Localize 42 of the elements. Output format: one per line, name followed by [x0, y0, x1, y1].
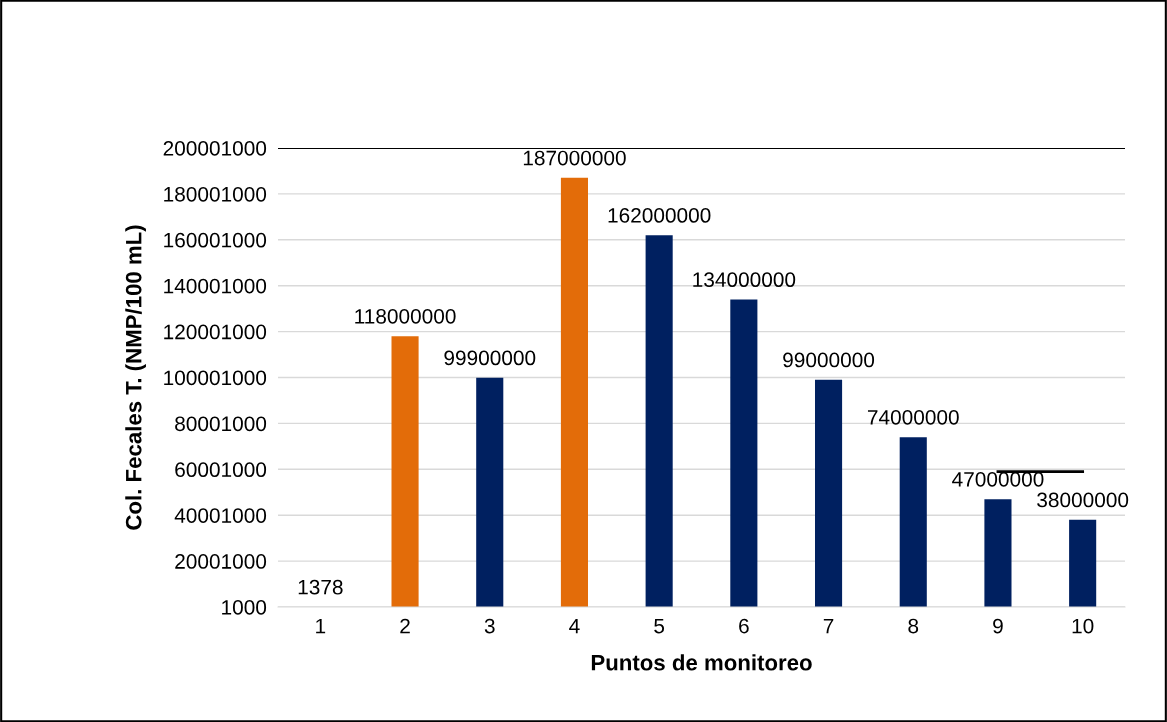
- bar: [560, 177, 588, 607]
- y-tick-label: 180001000: [164, 186, 267, 202]
- x-tick-label: 10: [1072, 618, 1094, 634]
- data-label: 38000000: [1037, 492, 1129, 508]
- data-label: 134000000: [693, 272, 796, 288]
- x-tick-label: 5: [654, 618, 665, 634]
- data-label: 74000000: [867, 409, 959, 425]
- data-label: 118000000: [355, 308, 456, 324]
- y-tick-label: 100001000: [164, 370, 267, 386]
- data-label: 99900000: [444, 350, 536, 366]
- bar: [645, 235, 673, 607]
- x-axis-title: Puntos de monitoreo: [591, 654, 812, 671]
- x-tick-label: 7: [823, 618, 834, 634]
- bar: [815, 379, 843, 607]
- y-axis-title: Col. Fecales T. (NMP/100 mL): [125, 225, 146, 530]
- y-tick-label: 140001000: [164, 278, 267, 294]
- bar: [391, 336, 419, 607]
- data-label: 47000000: [952, 471, 1044, 487]
- y-tick-label: 200001000: [163, 141, 267, 156]
- x-tick-label: 8: [908, 618, 919, 634]
- y-tick-label: 1000: [222, 600, 267, 615]
- x-tick-label: 4: [569, 618, 580, 634]
- y-tick-label: 80001000: [175, 416, 267, 432]
- y-tick-label: 160001000: [164, 232, 267, 248]
- bar: [1069, 519, 1097, 607]
- x-tick-label: 9: [993, 618, 1003, 634]
- data-label: 162000000: [608, 208, 711, 223]
- x-tick-label: 2: [400, 618, 410, 634]
- data-label: 99000000: [783, 352, 875, 368]
- y-tick-label: 40001000: [174, 508, 267, 523]
- bar: [730, 299, 758, 607]
- bar: [984, 499, 1012, 607]
- x-tick-label: 6: [739, 618, 749, 634]
- x-tick-label: 3: [484, 618, 495, 634]
- x-tick-label: 1: [316, 618, 326, 634]
- data-label: 1378: [298, 579, 343, 595]
- data-label: 187000000: [523, 150, 626, 166]
- y-tick-label: 20001000: [175, 554, 267, 569]
- y-tick-label: 60001000: [175, 462, 267, 478]
- y-tick-label: 120001000: [164, 324, 267, 340]
- bar: [899, 437, 927, 607]
- bar: [476, 377, 504, 607]
